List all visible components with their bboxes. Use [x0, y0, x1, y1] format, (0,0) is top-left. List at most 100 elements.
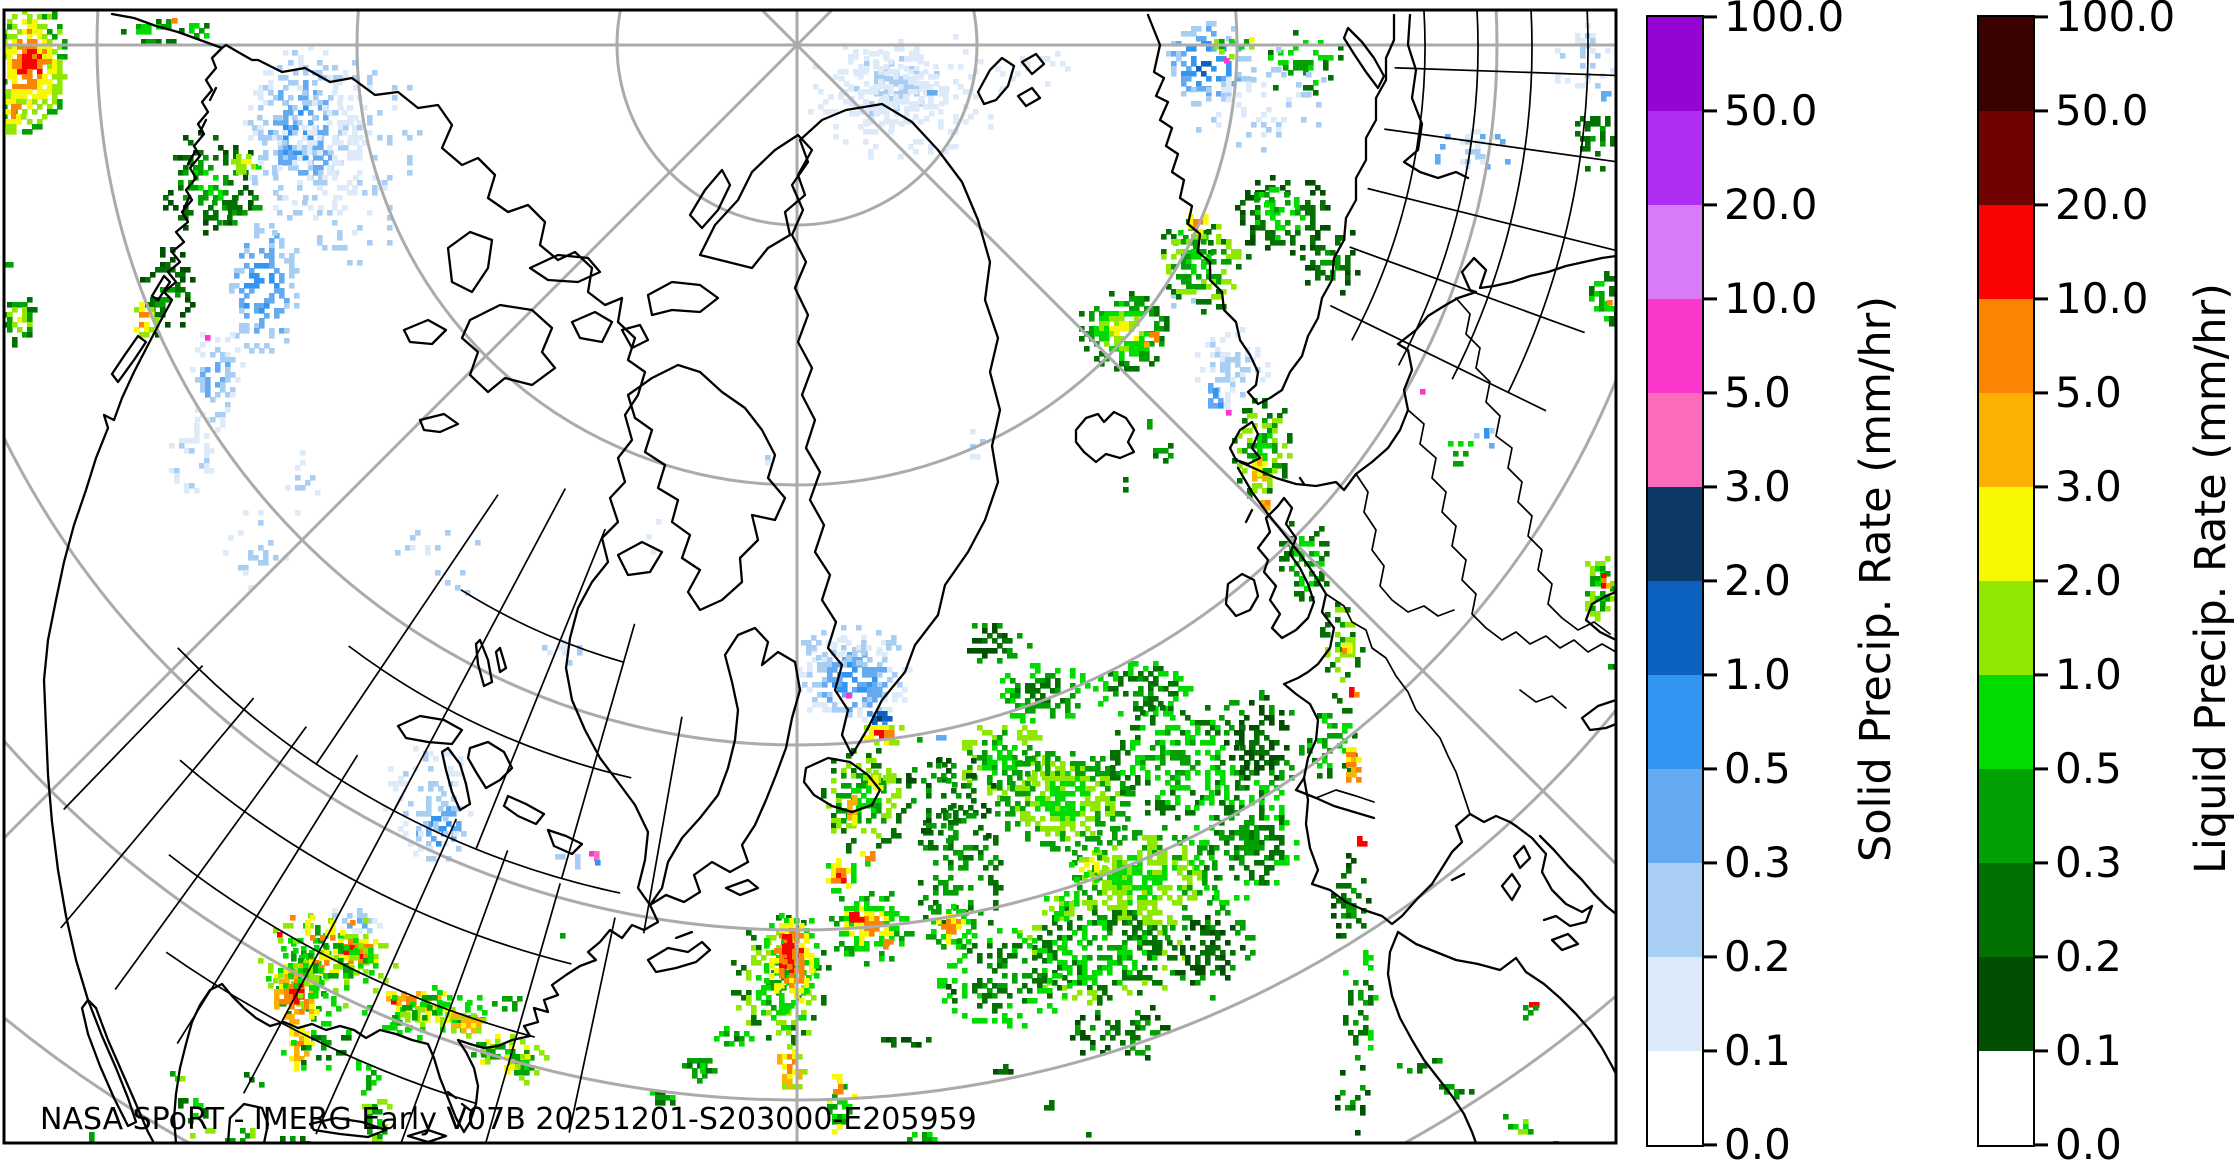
- admin-borders: [60, 10, 1616, 1143]
- colorbar-tick-label: 50.0: [1724, 86, 1818, 135]
- colorbar-segment: [1648, 111, 1702, 205]
- colorbar-segment: [1979, 863, 2033, 957]
- solid-precip-colorbar: 100.0 50.0 20.0 10.0 5.0 3.0 2.0 1.0 0.5 0.3 0.2 0.…: [1646, 0, 1844, 1166]
- colorbar-tick-label: 100.0: [1724, 0, 1845, 41]
- colorbar-tick: [2035, 297, 2048, 301]
- colorbar-tick: [2035, 485, 2048, 489]
- colorbar-tick: [1704, 673, 1717, 677]
- colorbar-segment: [1648, 957, 1702, 1051]
- colorbar-tick: [1704, 1143, 1717, 1147]
- colorbar-tick-label: 5.0: [1724, 368, 1791, 417]
- map-frame: [2, 8, 1618, 1145]
- colorbar-tick-label: 0.3: [2055, 838, 2122, 887]
- colorbar-segment: [1979, 205, 2033, 299]
- colorbar-segment: [1648, 393, 1702, 487]
- colorbar-tick: [2035, 109, 2048, 113]
- coast-baffin-island: [626, 363, 787, 612]
- colorbar-segment: [1979, 393, 2033, 487]
- colorbar-segment: [1648, 581, 1702, 675]
- colorbar-tick-label: 0.2: [1724, 932, 1791, 981]
- coast-svalbard: [976, 52, 1046, 108]
- colorbar-tick-label: 20.0: [2055, 180, 2149, 229]
- colorbar-tick: [2035, 955, 2048, 959]
- coast-africa: [1386, 930, 1616, 1143]
- colorbar-tick: [1704, 297, 1717, 301]
- coast-novaya-zemlya: [1342, 26, 1386, 90]
- coast-greenland: [790, 102, 1002, 757]
- colorbar-segment: [1648, 863, 1702, 957]
- liquid-precip-colorbar: 100.0 50.0 20.0 10.0 5.0 3.0 2.0 1.0 0.5 0.3 0.2 0.…: [1977, 0, 2175, 1166]
- colorbar-tick-label: 100.0: [2055, 0, 2176, 41]
- colorbar-segment: [1979, 769, 2033, 863]
- liquid-colorbar-axis-label: Liquid Precip. Rate (mm/hr): [2186, 283, 2236, 875]
- colorbar-tick: [1704, 767, 1717, 771]
- colorbar-segment: [1979, 17, 2033, 111]
- colorbar-tick: [1704, 109, 1717, 113]
- colorbar-tick: [2035, 861, 2048, 865]
- coast-baltic-south: [1238, 254, 1616, 492]
- colorbar-tick: [1704, 579, 1717, 583]
- coastlines: [42, 12, 1616, 1143]
- colorbar-tick-label: 5.0: [2055, 368, 2122, 417]
- colorbar-tick-label: 0.1: [1724, 1026, 1791, 1075]
- colorbar-tick: [2035, 579, 2048, 583]
- colorbar-tick-label: 20.0: [1724, 180, 1818, 229]
- colorbar-tick: [2035, 673, 2048, 677]
- great-lakes: [396, 714, 584, 856]
- coast-maritimes: [646, 878, 760, 974]
- colorbar-tick-label: 10.0: [2055, 274, 2149, 323]
- colorbar-segment: [1979, 299, 2033, 393]
- coast-britain: [1224, 476, 1316, 640]
- colorbar-segment: [1979, 581, 2033, 675]
- coast-iceland: [1074, 410, 1136, 464]
- coast-finland-baltic: [1402, 13, 1470, 180]
- coast-newfoundland: [802, 756, 882, 814]
- coast-alaska-north: [110, 12, 224, 50]
- colorbar-segment: [1648, 299, 1702, 393]
- canada-lakes: [402, 318, 508, 688]
- colorbar-tick-label: 0.1: [2055, 1026, 2122, 1075]
- colorbar-segment: [1648, 769, 1702, 863]
- colorbar-tick: [1704, 391, 1717, 395]
- colorbar-segment: [1648, 205, 1702, 299]
- colorbar-segment: [1979, 1051, 2033, 1145]
- colorbar-tick-label: 0.2: [2055, 932, 2122, 981]
- colorbar-tick: [1704, 1049, 1717, 1053]
- colorbar-tick: [1704, 203, 1717, 207]
- colorbar-tick: [2035, 203, 2048, 207]
- colorbar-tick: [1704, 955, 1717, 959]
- colorbar-segment: [1979, 957, 2033, 1051]
- colorbar-tick-label: 10.0: [1724, 274, 1818, 323]
- coast-baja: [80, 998, 138, 1128]
- colorbar-tick-label: 0.0: [2055, 1120, 2122, 1167]
- colorbar-tick: [1704, 485, 1717, 489]
- coast-bc-islands: [110, 86, 218, 384]
- colorbar-segment: [1979, 487, 2033, 581]
- colorbar-tick: [2035, 1049, 2048, 1053]
- colorbar-tick-label: 0.5: [2055, 744, 2122, 793]
- colorbar-segment: [1979, 111, 2033, 205]
- colorbar-tick-label: 3.0: [1724, 462, 1791, 511]
- europe-borders: [1315, 297, 1616, 815]
- colorbar-tick-label: 1.0: [1724, 650, 1791, 699]
- mediterranean-islands: [1450, 844, 1580, 952]
- coast-europe-west: [1236, 466, 1376, 820]
- colorbar-segment: [1648, 487, 1702, 581]
- solid-colorbar-axis-label: Solid Precip. Rate (mm/hr): [1851, 295, 1901, 863]
- colorbar-tick: [2035, 391, 2048, 395]
- coast-iberia: [1302, 776, 1518, 926]
- colorbar-tick: [2035, 1143, 2048, 1147]
- colorbar-tick: [1704, 15, 1717, 19]
- colorbar-tick-label: 0.5: [1724, 744, 1791, 793]
- colorbar-tick-label: 3.0: [2055, 462, 2122, 511]
- colorbar-tick-label: 2.0: [2055, 556, 2122, 605]
- colorbar-segment: [1979, 675, 2033, 769]
- coast-italy-balkans: [1514, 824, 1616, 928]
- coast-scandinavia: [1146, 13, 1396, 406]
- colorbar-tick-label: 2.0: [1724, 556, 1791, 605]
- coast-north-america: [42, 43, 802, 1143]
- colorbar-tick-label: 50.0: [2055, 86, 2149, 135]
